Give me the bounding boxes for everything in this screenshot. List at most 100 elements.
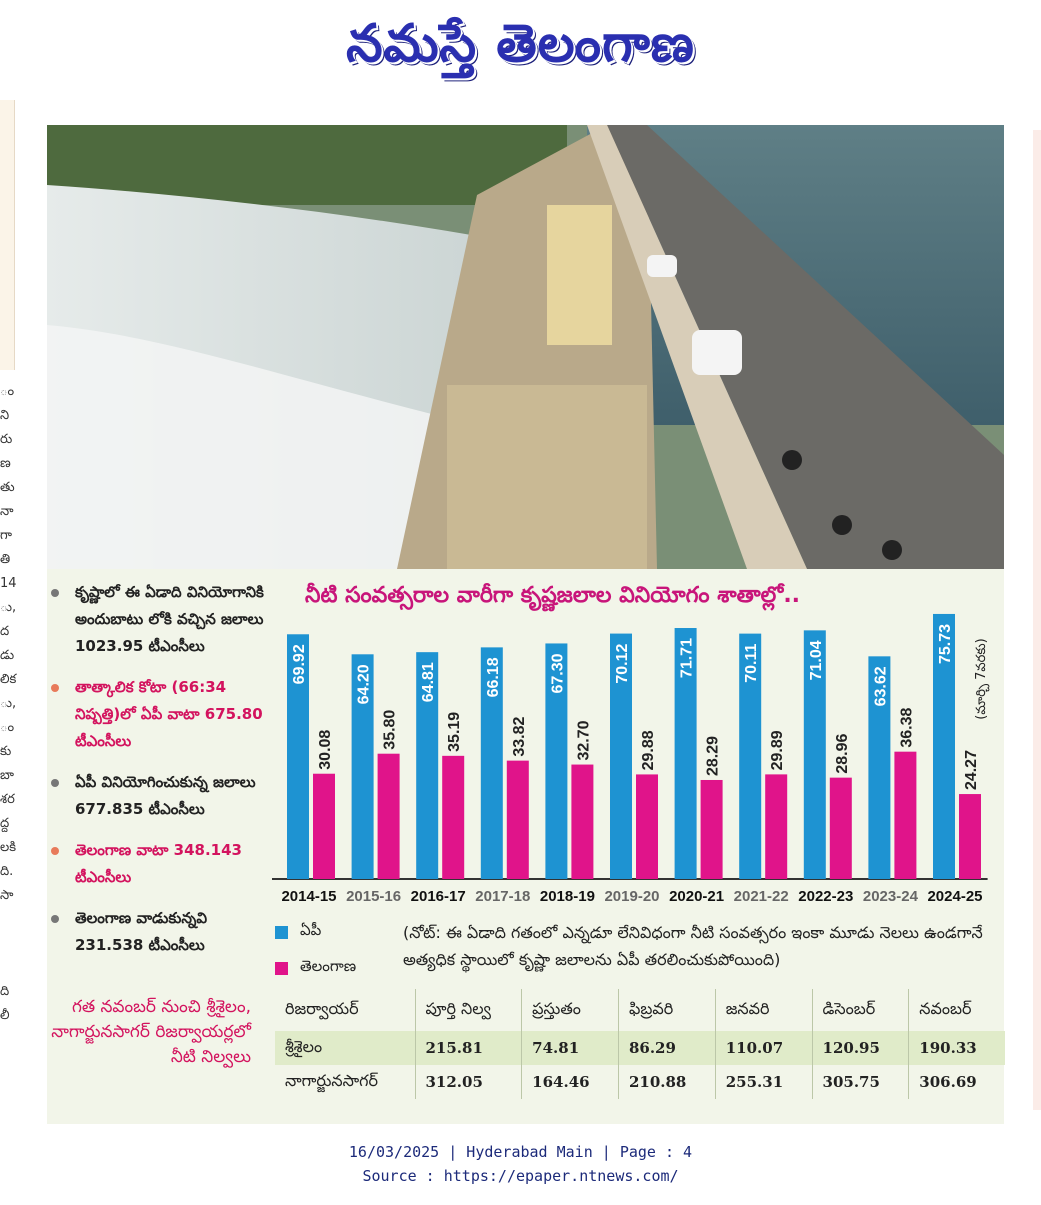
bar-ap xyxy=(287,634,309,879)
fact-bullet-text: తెలంగాణ వాడుకున్నవి 231.538 టీఎంసీలు xyxy=(75,909,208,954)
chart-legend: ఏపీ తెలంగాణ xyxy=(275,921,356,993)
margin-fragment: ు, xyxy=(0,696,17,711)
data-label-ap: 70.12 xyxy=(614,643,631,683)
fact-bullet: కృష్ణాలో ఈ ఏడాది వినియోగానికి అందుబాటు ల… xyxy=(47,579,277,660)
x-tick-label: 2017-18 xyxy=(475,888,530,905)
margin-fragment xyxy=(0,908,20,932)
page-footer: 16/03/2025 | Hyderabad Main | Page : 4 S… xyxy=(0,1140,1041,1188)
data-label-ap: 71.04 xyxy=(808,640,825,680)
storage-value-cell: 110.07 xyxy=(714,1031,813,1065)
bar-telangana xyxy=(700,779,723,879)
fact-bullet: తాత్కాలిక కోటా (66:34 నిష్పత్తి)లో ఏపీ వ… xyxy=(47,674,277,755)
bar-telangana xyxy=(377,753,400,879)
data-label-telangana: 29.88 xyxy=(640,730,657,770)
x-tick-label: 2020-21 xyxy=(669,888,724,905)
table-row: శ్రీశైలం 215.81 74.81 86.29 110.07 120.95 190.… xyxy=(275,1031,1005,1065)
margin-fragment: ం xyxy=(0,720,15,735)
data-label-telangana: 29.89 xyxy=(769,730,786,770)
reservoir-name-cell: శ్రీశైలం xyxy=(275,1031,415,1065)
margin-fragment: 14 xyxy=(0,576,17,591)
margin-fragment xyxy=(0,956,20,980)
margin-fragment: సా xyxy=(0,888,14,903)
bar-ap xyxy=(351,654,374,879)
margin-fragment: లకి xyxy=(0,840,17,855)
data-label-telangana: 32.70 xyxy=(575,720,592,760)
data-label-telangana: 24.27 xyxy=(963,750,980,790)
bullet-dot-icon xyxy=(51,684,59,692)
bar-ap xyxy=(739,633,762,879)
x-tick-label: 2018-19 xyxy=(540,888,595,905)
bar-ap xyxy=(674,628,697,879)
data-label-telangana: 35.80 xyxy=(382,710,399,750)
data-label-telangana: 35.19 xyxy=(446,712,463,752)
bar-telangana xyxy=(313,773,335,879)
storage-value-cell: 255.31 xyxy=(714,1065,813,1099)
margin-fragment: లిక xyxy=(0,672,17,687)
margin-fragment: డు xyxy=(0,648,15,663)
fact-bullet: తెలంగాణ వాటా 348.143 టీఎంసీలు xyxy=(47,837,277,891)
x-tick-label: 2024-25 xyxy=(927,888,982,905)
x-tick-label: 2023-24 xyxy=(863,888,919,905)
legend-label-telangana: తెలంగాణ xyxy=(300,957,357,975)
data-label-telangana: 28.96 xyxy=(834,733,851,773)
bar-ap xyxy=(545,643,568,879)
table-header-cell: డిసెంబర్ xyxy=(811,989,909,1031)
margin-fragment: ది. xyxy=(0,864,14,879)
x-tick-label: 2016-17 xyxy=(411,888,466,905)
storage-value-cell: 120.95 xyxy=(811,1031,909,1065)
fact-bullet-text: తెలంగాణ వాటా 348.143 టీఎంసీలు xyxy=(75,841,242,886)
margin-fragment: లీ xyxy=(0,1008,10,1023)
table-header-cell: పూర్తి నిల్వ xyxy=(414,989,522,1031)
storage-value-cell: 74.81 xyxy=(521,1031,619,1065)
footer-source-line: Source : https://epaper.ntnews.com/ xyxy=(362,1167,679,1185)
chart-annotation: (మార్చి 7వరకు) xyxy=(974,638,990,719)
fact-bullet-text: తాత్కాలిక కోటా (66:34 నిష్పత్తి)లో ఏపీ వ… xyxy=(75,678,263,750)
bar-telangana xyxy=(571,764,594,879)
storage-value-cell: 190.33 xyxy=(908,1031,1005,1065)
margin-fragment: నా xyxy=(0,504,14,519)
margin-fragment: గా xyxy=(0,528,12,543)
footer-date-line: 16/03/2025 | Hyderabad Main | Page : 4 xyxy=(348,1143,693,1161)
bar-telangana xyxy=(442,755,465,879)
bar-telangana xyxy=(894,751,917,879)
data-panel: కృష్ణాలో ఈ ఏడాది వినియోగానికి అందుబాటు ల… xyxy=(47,569,1005,1124)
data-label-ap: 64.81 xyxy=(420,662,437,702)
margin-fragment: బా xyxy=(0,768,14,783)
margin-fragment: రు xyxy=(0,432,13,447)
bar-ap xyxy=(803,630,826,879)
usage-bar-chart: 69.92 30.08 2014-15 64.20 35.80 2015-16 64.81 3… xyxy=(272,613,990,905)
fact-bullet: ఏపీ వినియోగించుకున్న జలాలు 677.835 టీఎంస… xyxy=(47,769,277,823)
storage-value-cell: 215.81 xyxy=(414,1031,522,1065)
legend-swatch-ap xyxy=(275,925,288,939)
fact-bullet-text: కృష్ణాలో ఈ ఏడాది వినియోగానికి అందుబాటు ల… xyxy=(75,583,264,655)
data-label-telangana: 28.29 xyxy=(705,736,722,776)
bullet-dot-icon xyxy=(51,847,59,855)
storage-value-cell: 312.05 xyxy=(414,1065,522,1099)
adjacent-column-text: ం ని రు ణ తు నా గా తి 14ు, ద డు లికు,ం కు బా శర ద్ద లకి ద… xyxy=(0,380,20,1028)
margin-fragment: శర xyxy=(0,792,15,807)
bar-telangana xyxy=(765,774,788,879)
table-header-cell: రిజర్వాయర్ xyxy=(285,998,359,1018)
bar-telangana xyxy=(829,777,852,879)
margin-fragment: ణ xyxy=(0,456,11,471)
table-header-cell: జనవరి xyxy=(714,989,813,1031)
margin-fragment: తు xyxy=(0,480,15,495)
data-label-telangana: 36.38 xyxy=(898,708,915,748)
bar-telangana xyxy=(636,774,658,879)
x-tick-label: 2014-15 xyxy=(281,888,336,905)
bar-ap xyxy=(610,633,632,879)
table-header-cell: నవంబర్ xyxy=(908,989,1005,1031)
table-header-row: రిజర్వాయర్ పూర్తి నిల్వ ప్రస్తుతం ఫిబ్రవరి జ… xyxy=(275,989,1005,1031)
fact-bullets: కృష్ణాలో ఈ ఏడాది వినియోగానికి అందుబాటు ల… xyxy=(47,569,277,973)
reservoir-levels-table: రిజర్వాయర్ పూర్తి నిల్వ ప్రస్తుతం ఫిబ్రవరి జ… xyxy=(275,989,1005,1099)
storage-value-cell: 86.29 xyxy=(617,1031,716,1065)
table-header-cell: ఫిబ్రవరి xyxy=(617,989,716,1031)
dam-photo xyxy=(47,125,1004,569)
legend-item-ap: ఏపీ xyxy=(275,921,356,943)
margin-fragment: ద xyxy=(0,624,10,639)
table-row: నాగార్జునసాగర్ 312.05 164.46 210.88 255.31 30… xyxy=(275,1065,1005,1099)
data-label-ap: 75.73 xyxy=(937,624,954,664)
bullet-dot-icon xyxy=(51,589,59,597)
bar-ap xyxy=(480,647,503,879)
bar-telangana xyxy=(959,794,981,879)
